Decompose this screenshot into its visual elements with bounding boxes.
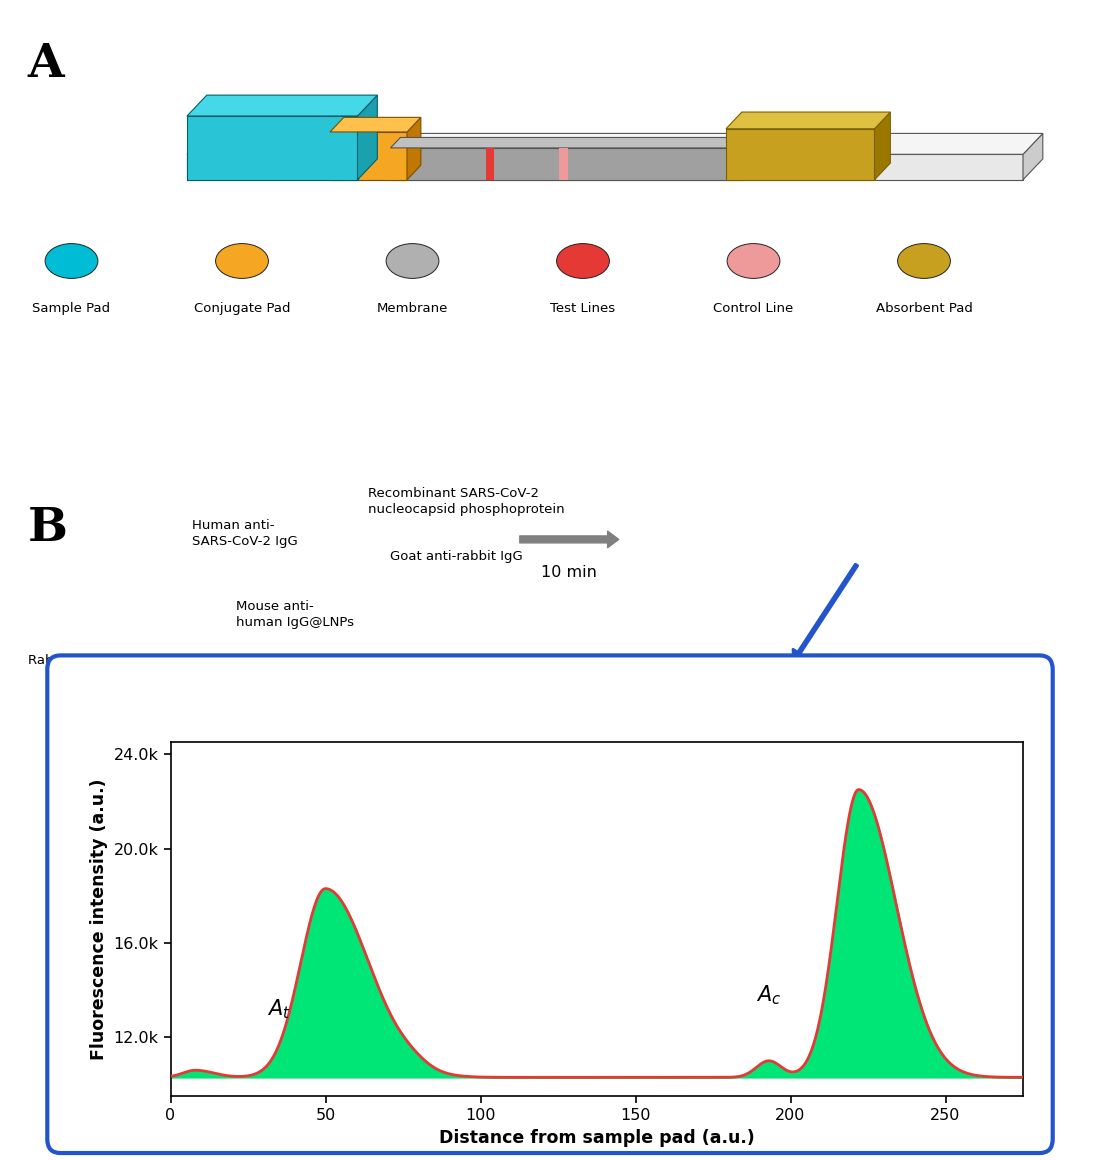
Y-axis label: Fluorescence intensity (a.u.): Fluorescence intensity (a.u.) [90,778,108,1060]
Text: Human anti-
SARS-CoV-2 IgG: Human anti- SARS-CoV-2 IgG [192,519,298,548]
Polygon shape [560,148,569,180]
Polygon shape [874,113,890,180]
Text: Sample Pad: Sample Pad [32,302,111,314]
X-axis label: Distance from sample pad (a.u.): Distance from sample pad (a.u.) [439,1129,755,1146]
Text: Conjugate Pad: Conjugate Pad [194,302,290,314]
Polygon shape [187,95,377,116]
Text: Absorbent Pad: Absorbent Pad [876,302,972,314]
Polygon shape [330,117,421,132]
Text: B: B [28,505,67,551]
Ellipse shape [386,244,439,278]
Polygon shape [187,154,1023,180]
Polygon shape [726,129,874,180]
Polygon shape [187,133,1043,154]
FancyArrowPatch shape [793,564,858,661]
FancyArrowPatch shape [520,531,618,548]
Text: $A_t$: $A_t$ [267,998,290,1021]
Ellipse shape [557,244,609,278]
Polygon shape [726,113,890,129]
Polygon shape [390,138,752,148]
Polygon shape [485,148,494,180]
Text: Goat anti-rabbit IgG: Goat anti-rabbit IgG [390,550,524,563]
Polygon shape [390,148,742,180]
Polygon shape [407,117,421,180]
Text: A: A [28,41,64,87]
Ellipse shape [727,244,780,278]
Text: Membrane: Membrane [377,302,448,314]
Text: Mouse anti-
human IgG@LNPs: Mouse anti- human IgG@LNPs [236,600,354,629]
FancyBboxPatch shape [47,655,1053,1153]
Polygon shape [358,95,377,180]
Ellipse shape [45,244,98,278]
Ellipse shape [216,244,268,278]
Text: 10 min: 10 min [541,565,597,580]
Text: Test Lines: Test Lines [550,302,616,314]
Text: $A_c$: $A_c$ [756,983,781,1007]
Polygon shape [330,132,407,180]
Polygon shape [187,116,358,180]
Polygon shape [742,138,752,180]
Text: Rabbit IgG@LNPs: Rabbit IgG@LNPs [28,654,142,667]
Text: Recombinant SARS-CoV-2
nucleocapsid phosphoprotein: Recombinant SARS-CoV-2 nucleocapsid phos… [368,487,565,516]
Polygon shape [1023,133,1043,180]
Ellipse shape [898,244,950,278]
Text: Control Line: Control Line [714,302,793,314]
